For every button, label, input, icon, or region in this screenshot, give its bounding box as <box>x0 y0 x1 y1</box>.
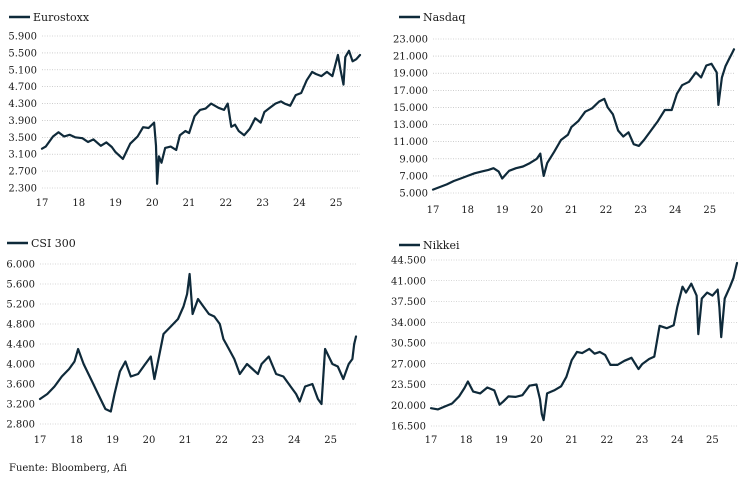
chart-panel-3: Nikkei 44.500 41.000 37.500 34.000 30.500 27.0… <box>391 239 739 446</box>
y-tick-label: 9.000 <box>399 154 428 165</box>
x-tick-label: 25 <box>706 435 719 446</box>
x-tick-label: 19 <box>495 435 508 446</box>
x-tick-label: 22 <box>600 435 613 446</box>
series-line <box>38 272 358 413</box>
y-tick-label: 3.900 <box>8 116 37 127</box>
x-tick-label: 24 <box>669 205 682 216</box>
y-tick-label: 23.500 <box>391 380 426 391</box>
chart-panel-2: CSI 300 6.000 5.600 5.200 4.800 4.400 4.000 3.6… <box>6 237 358 446</box>
y-tick-label: 27.000 <box>391 359 426 370</box>
x-tick-label: 25 <box>324 435 337 446</box>
y-tick-label: 5.600 <box>6 280 35 291</box>
y-tick-label: 44.500 <box>391 256 426 267</box>
x-tick-label: 17 <box>34 435 47 446</box>
y-tick-label: 5.200 <box>6 300 35 311</box>
x-tick-label: 23 <box>256 198 269 209</box>
y-tick-label: 2.800 <box>6 420 35 431</box>
y-tick-label: 37.500 <box>391 297 426 308</box>
x-tick-label: 17 <box>427 205 440 216</box>
y-tick-label: 4.400 <box>6 340 35 351</box>
y-tick-label: 3.200 <box>6 400 35 411</box>
y-tick-label: 34.000 <box>391 318 426 329</box>
y-tick-label: 3.100 <box>8 150 37 161</box>
y-tick-label: 15.000 <box>393 103 428 114</box>
x-tick-label: 21 <box>183 198 196 209</box>
y-tick-label: 41.000 <box>391 276 426 287</box>
x-tick-label: 25 <box>703 205 716 216</box>
y-tick-label: 4.000 <box>6 360 35 371</box>
x-tick-label: 23 <box>634 205 647 216</box>
chart-panel-0: Eurostoxx 5.900 5.500 5.100 4.700 4.300 3.900 3… <box>8 11 362 209</box>
x-tick-label: 21 <box>179 435 192 446</box>
y-tick-label: 5.000 <box>399 189 428 200</box>
x-tick-label: 20 <box>530 435 543 446</box>
x-tick-label: 23 <box>636 435 649 446</box>
x-tick-label: 17 <box>36 198 49 209</box>
legend-label: Nikkei <box>423 239 460 252</box>
y-tick-label: 5.900 <box>8 32 37 43</box>
y-tick-label: 30.500 <box>391 339 426 350</box>
y-tick-label: 21.000 <box>393 52 428 63</box>
y-tick-label: 6.000 <box>6 260 35 271</box>
series-line <box>40 49 362 185</box>
y-tick-label: 5.500 <box>8 48 37 59</box>
x-tick-label: 25 <box>330 198 343 209</box>
x-tick-label: 18 <box>460 435 473 446</box>
x-tick-label: 19 <box>106 435 119 446</box>
legend-label: Eurostoxx <box>33 11 90 24</box>
y-tick-label: 19.000 <box>393 69 428 80</box>
chart-panel-1: Nasdaq 23.000 21.000 19.000 17.000 15.000 13.0… <box>393 11 736 216</box>
y-tick-label: 3.500 <box>8 133 37 144</box>
x-tick-label: 22 <box>215 435 228 446</box>
y-tick-label: 23.000 <box>393 35 428 46</box>
x-tick-label: 18 <box>461 205 474 216</box>
x-tick-label: 22 <box>600 205 613 216</box>
series-line <box>431 48 736 191</box>
y-tick-label: 20.000 <box>391 401 426 412</box>
y-tick-label: 2.700 <box>8 167 37 178</box>
x-tick-label: 20 <box>143 435 156 446</box>
y-tick-label: 3.600 <box>6 380 35 391</box>
x-tick-label: 19 <box>496 205 509 216</box>
y-tick-label: 16.500 <box>391 422 426 433</box>
source-note: Fuente: Bloomberg, Afi <box>9 463 127 474</box>
x-tick-label: 24 <box>293 198 306 209</box>
y-tick-label: 13.000 <box>393 120 428 131</box>
series-line <box>429 261 739 422</box>
x-tick-label: 17 <box>425 435 438 446</box>
y-tick-label: 4.300 <box>8 99 37 110</box>
x-tick-label: 20 <box>146 198 159 209</box>
y-tick-label: 2.300 <box>8 184 37 195</box>
x-tick-label: 21 <box>565 435 578 446</box>
x-tick-label: 23 <box>252 435 265 446</box>
y-tick-label: 11.000 <box>393 137 428 148</box>
legend-label: CSI 300 <box>31 237 76 250</box>
y-tick-label: 4.800 <box>6 320 35 331</box>
y-tick-label: 4.700 <box>8 82 37 93</box>
x-tick-label: 24 <box>671 435 684 446</box>
y-tick-label: 17.000 <box>393 86 428 97</box>
y-tick-label: 5.100 <box>8 65 37 76</box>
x-tick-label: 22 <box>219 198 232 209</box>
x-tick-label: 19 <box>109 198 122 209</box>
x-tick-label: 24 <box>288 435 301 446</box>
y-tick-label: 7.000 <box>399 171 428 182</box>
x-tick-label: 21 <box>565 205 578 216</box>
legend-label: Nasdaq <box>423 11 465 24</box>
x-tick-label: 18 <box>70 435 83 446</box>
x-tick-label: 18 <box>72 198 85 209</box>
x-tick-label: 20 <box>530 205 543 216</box>
